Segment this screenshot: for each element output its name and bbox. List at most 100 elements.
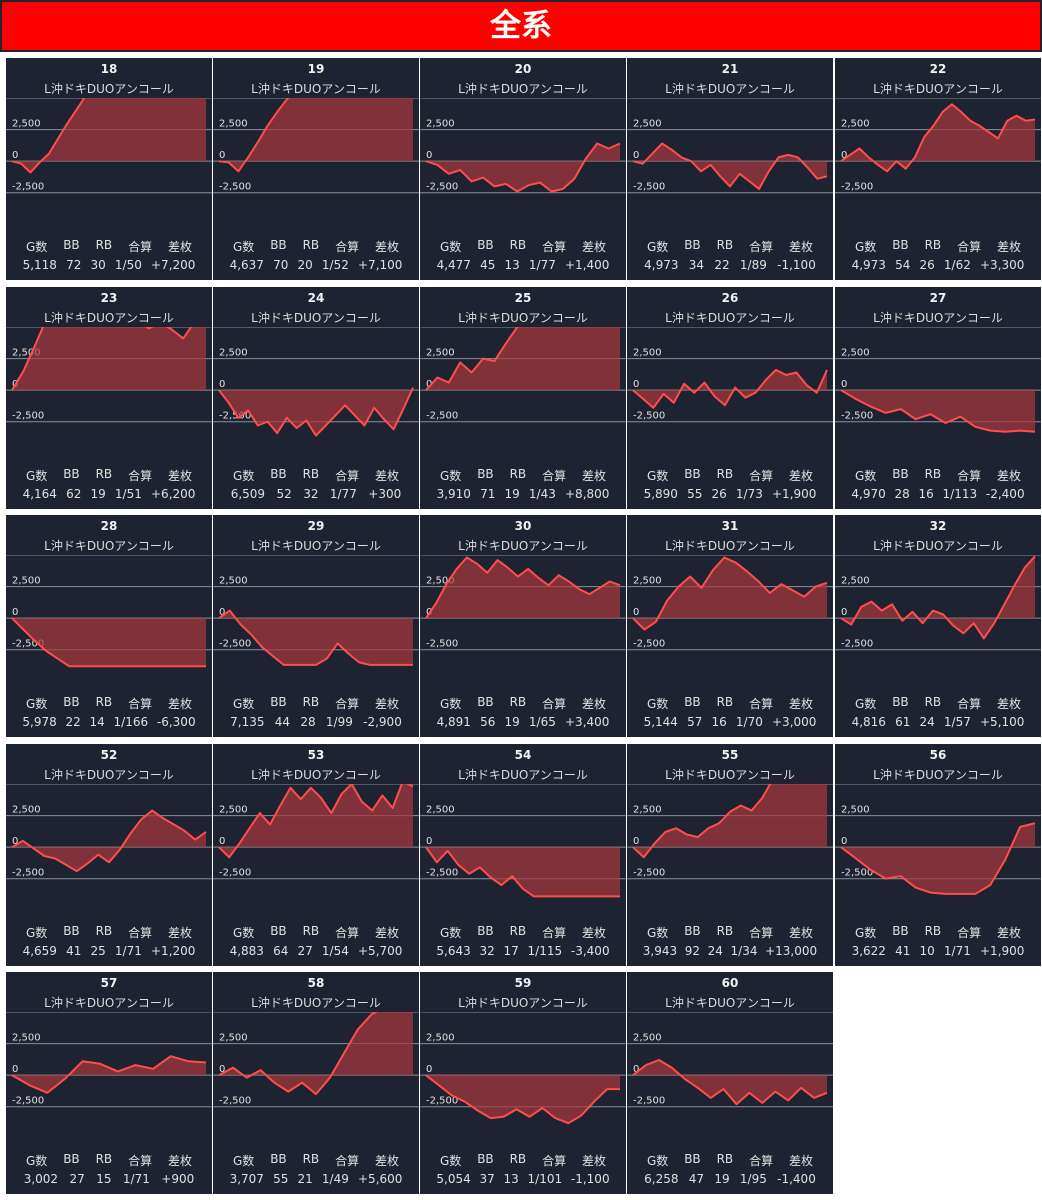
series-line (840, 822, 1036, 895)
stat-value-g: 4,477 (436, 258, 471, 272)
stat-label: 差枚 (582, 1154, 607, 1168)
stat-label: RB (924, 467, 942, 481)
stat-value-g: 3,002 (23, 1172, 59, 1186)
y-tick-label: 0 (841, 607, 847, 618)
chart-card: 58L沖ドキDUOアンコール5,0002,5000-2,500G数BBRB合算差… (213, 972, 419, 1194)
y-tick-label: 2,500 (633, 119, 662, 130)
stats-values: 5,144 57 16 1/70 +3,000 (627, 715, 833, 729)
stats-header: G数 BB RB 合算 差枚 (213, 467, 419, 484)
stat-value-g: 4,883 (229, 944, 264, 958)
series-line (840, 555, 1036, 640)
y-tick-label: -2,500 (841, 182, 873, 193)
stat-value-samai: +5,700 (358, 944, 403, 958)
y-tick-label: 0 (426, 1064, 432, 1075)
y-tick-label: -2,500 (219, 639, 251, 650)
stats-header: G数 BB RB 合算 差枚 (6, 238, 212, 255)
stats-values: 5,890 55 26 1/73 +1,900 (627, 487, 833, 501)
stat-label: 差枚 (375, 697, 400, 711)
chart-card: 19L沖ドキDUOアンコール5,0002,5000-2,500G数BBRB合算差… (213, 58, 419, 280)
stat-value-rb: 16 (918, 487, 934, 501)
stats-header: G数 BB RB 合算 差枚 (213, 924, 419, 941)
stats-header: G数 BB RB 合算 差枚 (420, 238, 626, 255)
chart-number: 18 (100, 62, 118, 76)
stat-value-samai: -2,900 (363, 715, 402, 729)
stats-values: 4,973 34 22 1/89 -1,100 (627, 258, 833, 272)
stats-values: 3,622 41 10 1/71 +1,900 (835, 944, 1041, 958)
stat-label: BB (63, 924, 80, 938)
stat-value-bb: 22 (65, 715, 81, 729)
stat-value-gassan: 1/49 (321, 1172, 349, 1186)
stat-label: 合算 (542, 926, 567, 940)
model-name: L沖ドキDUOアンコール (665, 768, 795, 782)
area-fill (12, 98, 206, 173)
stats-header: G数 BB RB 合算 差枚 (627, 924, 833, 941)
stat-label: 差枚 (582, 697, 607, 711)
series-line (840, 103, 1036, 173)
stats-values: 4,816 61 24 1/57 +5,100 (835, 715, 1041, 729)
y-tick-label: -2,500 (633, 868, 665, 879)
chart-card: 53L沖ドキDUOアンコール5,0002,5000-2,500G数BBRB合算差… (213, 744, 419, 966)
chart-number: 30 (514, 519, 532, 533)
stats-values: 5,643 32 17 1/115 -3,400 (420, 944, 626, 958)
stat-value-samai: +5,100 (980, 715, 1025, 729)
y-tick-label: 2,500 (426, 805, 455, 816)
stat-value-g: 4,970 (851, 487, 886, 501)
stat-label: G数 (439, 1154, 462, 1168)
series-line (11, 98, 86, 174)
stat-label: BB (477, 695, 494, 709)
area-fill (219, 784, 413, 858)
chart-number: 20 (514, 62, 532, 76)
chart-number: 31 (721, 519, 739, 533)
stats-values: 4,973 54 26 1/62 +3,300 (835, 258, 1041, 272)
model-name: L沖ドキDUOアンコール (44, 311, 174, 325)
chart-number: 52 (100, 748, 118, 762)
stat-value-rb: 22 (714, 258, 730, 272)
series-line (632, 556, 828, 631)
stat-label: RB (95, 695, 113, 709)
y-tick-label: 0 (633, 1064, 639, 1075)
area-fill (841, 556, 1035, 639)
stat-value-bb: 28 (894, 487, 910, 501)
stat-label: 差枚 (997, 697, 1022, 711)
model-name: L沖ドキDUOアンコール (665, 82, 795, 96)
stat-value-bb: 55 (687, 487, 703, 501)
stat-value-g: 4,164 (22, 487, 57, 501)
stat-value-samai: -1,100 (570, 1172, 610, 1186)
series-line (11, 327, 193, 391)
stats-header: G数 BB RB 合算 差枚 (835, 924, 1041, 941)
y-tick-label: 2,500 (426, 119, 455, 130)
y-tick-label: -2,500 (219, 868, 251, 879)
stat-value-gassan: 1/43 (528, 487, 556, 501)
stat-label: RB (95, 238, 113, 252)
stat-value-rb: 19 (90, 487, 106, 501)
model-name: L沖ドキDUOアンコール (251, 996, 381, 1010)
stat-label: G数 (25, 469, 48, 483)
stat-label: 合算 (128, 1154, 153, 1168)
stat-label: 差枚 (375, 469, 400, 483)
y-tick-label: 2,500 (426, 348, 455, 359)
stat-label: RB (95, 467, 113, 481)
stat-label: BB (892, 695, 909, 709)
chart-number: 28 (100, 519, 118, 533)
stat-value-samai: +1,400 (565, 258, 610, 272)
stat-value-g: 3,943 (642, 944, 678, 958)
stat-value-bb: 44 (274, 715, 291, 729)
stat-label: G数 (232, 469, 255, 483)
stat-value-samai: -3,400 (570, 944, 610, 958)
stat-value-bb: 52 (276, 487, 292, 501)
area-fill (841, 823, 1035, 894)
stat-label: BB (270, 924, 287, 938)
stat-value-rb: 17 (503, 944, 519, 958)
stat-value-bb: 45 (480, 258, 496, 272)
stat-label: BB (477, 467, 494, 481)
model-name: L沖ドキDUOアンコール (873, 539, 1003, 553)
chart-number: 23 (100, 291, 118, 305)
stat-value-samai: +3,000 (772, 715, 817, 729)
stat-value-bb: 37 (479, 1172, 495, 1186)
chart-card: 56L沖ドキDUOアンコール5,0002,5000-2,500G数BBRB合算差… (835, 744, 1041, 966)
y-tick-label: 0 (12, 150, 18, 161)
stat-value-rb: 26 (919, 258, 935, 272)
